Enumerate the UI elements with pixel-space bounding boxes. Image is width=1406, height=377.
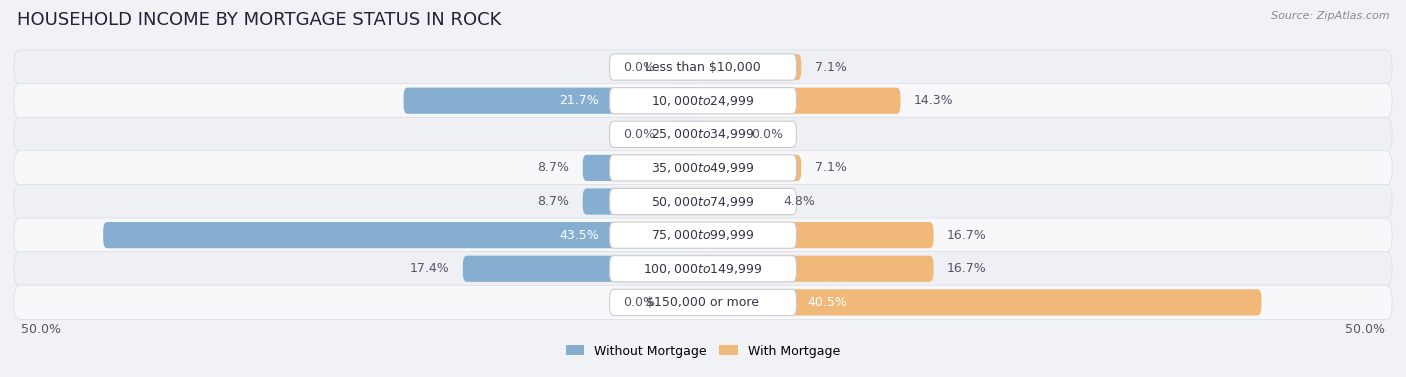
FancyBboxPatch shape <box>582 155 703 181</box>
Text: $35,000 to $49,999: $35,000 to $49,999 <box>651 161 755 175</box>
Text: 0.0%: 0.0% <box>751 128 783 141</box>
FancyBboxPatch shape <box>14 184 1392 219</box>
Text: Source: ZipAtlas.com: Source: ZipAtlas.com <box>1271 11 1389 21</box>
Text: 16.7%: 16.7% <box>946 228 987 242</box>
Text: 0.0%: 0.0% <box>623 296 655 309</box>
FancyBboxPatch shape <box>668 54 703 80</box>
Text: 40.5%: 40.5% <box>807 296 846 309</box>
Text: 0.0%: 0.0% <box>623 61 655 74</box>
FancyBboxPatch shape <box>703 222 934 248</box>
FancyBboxPatch shape <box>703 256 934 282</box>
FancyBboxPatch shape <box>610 289 796 316</box>
FancyBboxPatch shape <box>610 256 796 282</box>
FancyBboxPatch shape <box>610 155 796 181</box>
FancyBboxPatch shape <box>103 222 703 248</box>
Text: $10,000 to $24,999: $10,000 to $24,999 <box>651 94 755 108</box>
FancyBboxPatch shape <box>14 285 1392 320</box>
FancyBboxPatch shape <box>610 188 796 215</box>
FancyBboxPatch shape <box>14 50 1392 84</box>
Text: $75,000 to $99,999: $75,000 to $99,999 <box>651 228 755 242</box>
Text: 8.7%: 8.7% <box>537 161 569 175</box>
Text: 16.7%: 16.7% <box>946 262 987 275</box>
Text: 21.7%: 21.7% <box>560 94 599 107</box>
Text: 4.8%: 4.8% <box>783 195 815 208</box>
Text: Less than $10,000: Less than $10,000 <box>645 61 761 74</box>
Text: $50,000 to $74,999: $50,000 to $74,999 <box>651 195 755 208</box>
FancyBboxPatch shape <box>703 54 801 80</box>
Text: $150,000 or more: $150,000 or more <box>647 296 759 309</box>
Text: 8.7%: 8.7% <box>537 195 569 208</box>
Text: 17.4%: 17.4% <box>409 262 450 275</box>
Text: HOUSEHOLD INCOME BY MORTGAGE STATUS IN ROCK: HOUSEHOLD INCOME BY MORTGAGE STATUS IN R… <box>17 11 502 29</box>
Text: $100,000 to $149,999: $100,000 to $149,999 <box>644 262 762 276</box>
FancyBboxPatch shape <box>582 188 703 215</box>
FancyBboxPatch shape <box>668 121 703 147</box>
Text: 7.1%: 7.1% <box>814 161 846 175</box>
Text: 0.0%: 0.0% <box>623 128 655 141</box>
FancyBboxPatch shape <box>610 222 796 248</box>
FancyBboxPatch shape <box>668 289 703 316</box>
FancyBboxPatch shape <box>404 87 703 114</box>
FancyBboxPatch shape <box>610 87 796 114</box>
FancyBboxPatch shape <box>14 218 1392 252</box>
Text: 50.0%: 50.0% <box>21 323 60 336</box>
FancyBboxPatch shape <box>703 188 769 215</box>
FancyBboxPatch shape <box>703 121 738 147</box>
FancyBboxPatch shape <box>14 251 1392 286</box>
FancyBboxPatch shape <box>610 121 796 147</box>
FancyBboxPatch shape <box>463 256 703 282</box>
Text: 43.5%: 43.5% <box>560 228 599 242</box>
FancyBboxPatch shape <box>703 87 900 114</box>
Text: 50.0%: 50.0% <box>1346 323 1385 336</box>
FancyBboxPatch shape <box>703 289 1261 316</box>
FancyBboxPatch shape <box>610 54 796 80</box>
FancyBboxPatch shape <box>14 151 1392 185</box>
FancyBboxPatch shape <box>703 155 801 181</box>
FancyBboxPatch shape <box>14 84 1392 118</box>
FancyBboxPatch shape <box>14 117 1392 152</box>
Text: $25,000 to $34,999: $25,000 to $34,999 <box>651 127 755 141</box>
Legend: Without Mortgage, With Mortgage: Without Mortgage, With Mortgage <box>561 340 845 363</box>
Text: 14.3%: 14.3% <box>914 94 953 107</box>
Text: 7.1%: 7.1% <box>814 61 846 74</box>
